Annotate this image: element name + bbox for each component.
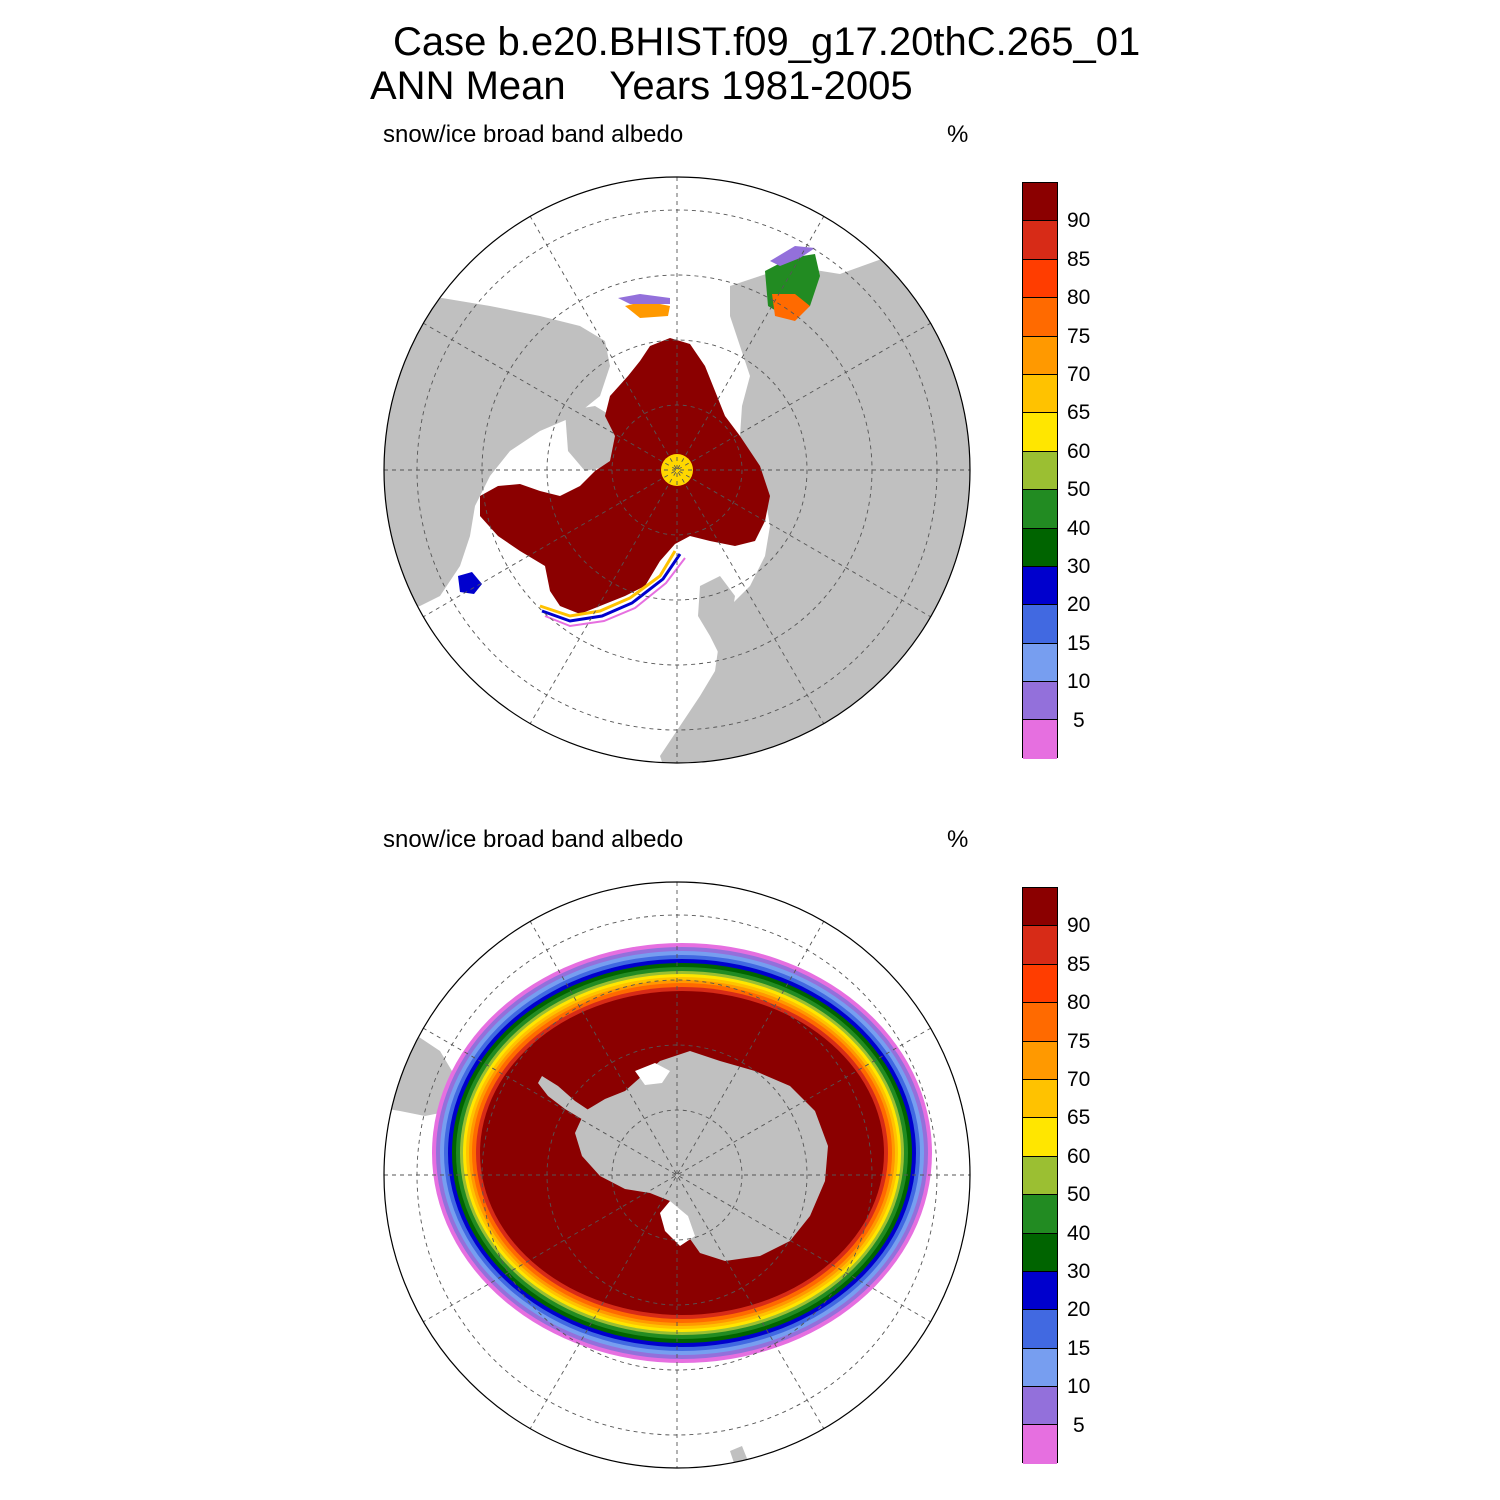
south-panel-unit: % bbox=[947, 826, 969, 853]
ross-ice-shelf bbox=[660, 1201, 695, 1246]
north-colorbar-segment bbox=[1023, 528, 1057, 567]
north-colorbar-segment bbox=[1023, 413, 1057, 452]
south-colorbar-tick-label: 65 bbox=[1067, 1106, 1091, 1130]
north-colorbar-tick-label: 40 bbox=[1067, 516, 1091, 540]
north-colorbar-tick-label: 90 bbox=[1067, 209, 1091, 233]
south-colorbar-segment bbox=[1023, 1003, 1057, 1042]
map-graticule bbox=[384, 177, 970, 763]
south-colorbar-segment bbox=[1023, 1271, 1057, 1311]
south-colorbar-tick-label: 60 bbox=[1067, 1144, 1091, 1168]
south-colorbar-segment bbox=[1023, 926, 1057, 965]
north-colorbar-segment bbox=[1023, 221, 1057, 260]
south-colorbar bbox=[1022, 887, 1058, 1464]
north-colorbar-tick-label: 10 bbox=[1067, 670, 1091, 694]
north-colorbar-tick-label: 85 bbox=[1067, 247, 1091, 271]
north-colorbar-segment bbox=[1023, 336, 1057, 375]
figure-title-line2: ANN Mean Years 1981-2005 bbox=[370, 64, 913, 108]
antarctica-land bbox=[575, 1051, 828, 1261]
south-colorbar-segment bbox=[1023, 964, 1057, 1004]
hudson-bay-ice bbox=[458, 572, 482, 594]
north-colorbar-segment bbox=[1023, 259, 1057, 299]
south-colorbar-tick-label: 75 bbox=[1067, 1029, 1091, 1053]
north-colorbar-segment bbox=[1023, 720, 1057, 759]
south-colorbar-segment bbox=[1023, 1156, 1057, 1196]
south-colorbar-tick-label: 50 bbox=[1067, 1183, 1091, 1207]
south-colorbar-tick-label: 85 bbox=[1067, 952, 1091, 976]
north-colorbar-segment bbox=[1023, 451, 1057, 491]
south-colorbar-tick-label: 5 bbox=[1073, 1413, 1085, 1437]
north-colorbar-segment bbox=[1023, 298, 1057, 337]
pole-hole bbox=[661, 454, 693, 486]
map-boundary bbox=[383, 176, 971, 764]
bering-ice-edge bbox=[618, 294, 670, 304]
map-graticule bbox=[384, 882, 970, 1468]
figure-title-line1: Case b.e20.BHIST.f09_g17.20thC.265_01 bbox=[393, 20, 1141, 64]
south-colorbar-tick-label: 80 bbox=[1067, 991, 1091, 1015]
north-colorbar-tick-label: 20 bbox=[1067, 593, 1091, 617]
north-colorbar-segment bbox=[1023, 490, 1057, 529]
north-colorbar-tick-label: 75 bbox=[1067, 324, 1091, 348]
north-colorbar-segment bbox=[1023, 643, 1057, 683]
north-panel-unit: % bbox=[947, 121, 969, 148]
north-colorbar-segment bbox=[1023, 566, 1057, 606]
north-america-land bbox=[384, 296, 610, 616]
south-polar-map bbox=[383, 881, 971, 1469]
north-colorbar-tick-label: 60 bbox=[1067, 439, 1091, 463]
north-colorbar-tick-label: 15 bbox=[1067, 631, 1091, 655]
north-colorbar-tick-label: 5 bbox=[1073, 708, 1085, 732]
south-colorbar-segment bbox=[1023, 1233, 1057, 1272]
weddell-ice-shelf bbox=[635, 1063, 670, 1085]
north-colorbar bbox=[1022, 182, 1058, 759]
south-colorbar-segment bbox=[1023, 1195, 1057, 1234]
south-colorbar-segment bbox=[1023, 1425, 1057, 1464]
north-polar-map bbox=[383, 176, 971, 764]
map-boundary bbox=[383, 881, 971, 1469]
south-colorbar-segment bbox=[1023, 1387, 1057, 1426]
antarctic-peninsula-land bbox=[538, 1076, 590, 1121]
north-colorbar-tick-label: 30 bbox=[1067, 555, 1091, 578]
north-colorbar-segment bbox=[1023, 682, 1057, 721]
south-colorbar-tick-label: 90 bbox=[1067, 914, 1091, 938]
south-colorbar-segment bbox=[1023, 1079, 1057, 1119]
ice-edge-band bbox=[541, 553, 682, 623]
ice-edge-band bbox=[539, 550, 677, 618]
scandinavia-land bbox=[698, 576, 735, 656]
north-colorbar-segment bbox=[1023, 183, 1057, 222]
south-colorbar-tick-label: 70 bbox=[1067, 1068, 1091, 1091]
ice-edge-band bbox=[544, 557, 686, 628]
north-colorbar-segment bbox=[1023, 605, 1057, 644]
south-colorbar-tick-label: 20 bbox=[1067, 1298, 1091, 1322]
arctic-sea-ice bbox=[480, 338, 770, 614]
south-colorbar-tick-label: 30 bbox=[1067, 1260, 1091, 1283]
south-colorbar-segment bbox=[1023, 1041, 1057, 1080]
north-colorbar-tick-label: 50 bbox=[1067, 478, 1091, 502]
north-colorbar-tick-label: 80 bbox=[1067, 286, 1091, 310]
okhotsk-ice-inner bbox=[772, 294, 810, 321]
north-colorbar-segment bbox=[1023, 374, 1057, 414]
south-colorbar-segment bbox=[1023, 1348, 1057, 1388]
south-colorbar-segment bbox=[1023, 1310, 1057, 1349]
south-colorbar-segment bbox=[1023, 1118, 1057, 1157]
north-panel-label: snow/ice broad band albedo bbox=[383, 121, 684, 148]
south-colorbar-tick-label: 15 bbox=[1067, 1336, 1091, 1360]
south-colorbar-segment bbox=[1023, 888, 1057, 927]
north-colorbar-tick-label: 65 bbox=[1067, 401, 1091, 425]
south-colorbar-tick-label: 10 bbox=[1067, 1375, 1091, 1399]
south-colorbar-tick-label: 40 bbox=[1067, 1221, 1091, 1245]
north-colorbar-tick-label: 70 bbox=[1067, 363, 1091, 386]
bering-ice bbox=[625, 301, 670, 318]
south-panel-label: snow/ice broad band albedo bbox=[383, 826, 684, 853]
